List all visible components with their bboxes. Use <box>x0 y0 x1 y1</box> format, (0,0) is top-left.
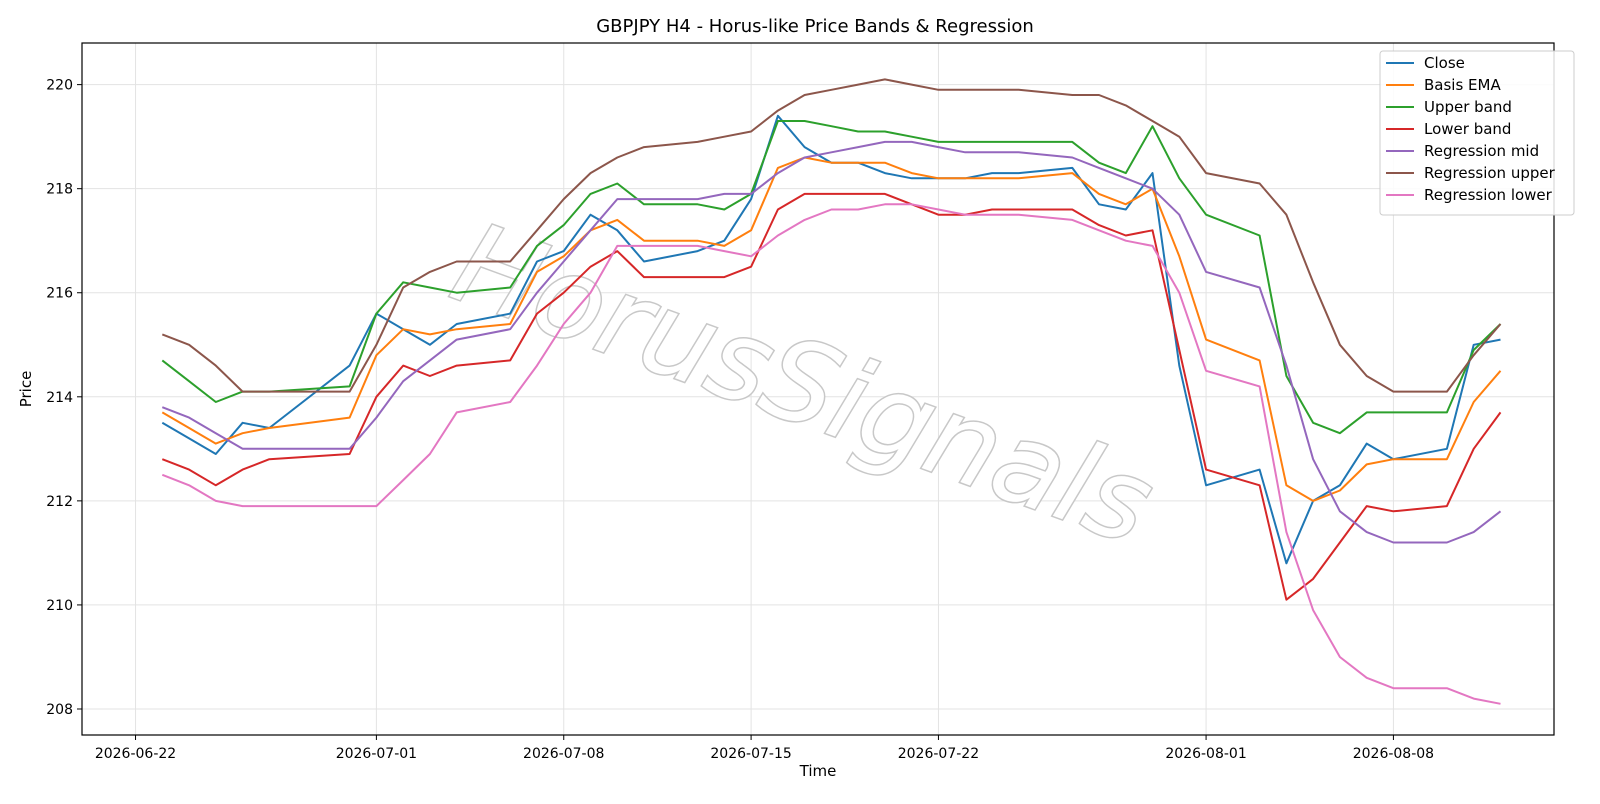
x-axis-label: Time <box>799 762 837 780</box>
legend-label: Upper band <box>1424 98 1512 116</box>
watermark-text: HorusSignals <box>438 198 1169 570</box>
series-line-basis-ema <box>161 156 1502 502</box>
legend-label: Basis EMA <box>1424 76 1501 94</box>
legend-label: Regression lower <box>1424 186 1553 204</box>
legend-box <box>1379 50 1575 216</box>
y-tick-label: 210 <box>46 598 73 614</box>
y-tick-label: 214 <box>46 390 73 406</box>
chart-title: GBPJPY H4 - Horus-like Price Bands & Reg… <box>596 16 1034 37</box>
y-tick-label: 216 <box>46 286 73 302</box>
y-tick-label: 212 <box>46 494 73 510</box>
x-tick-label: 2026-06-22 <box>95 746 176 762</box>
y-tick-label: 218 <box>46 182 73 198</box>
legend-label: Regression mid <box>1424 142 1539 160</box>
legend-label: Regression upper <box>1424 164 1556 182</box>
x-tick-label: 2026-08-08 <box>1353 746 1434 762</box>
plot-frame <box>81 42 1555 736</box>
y-tick-label: 208 <box>46 702 73 718</box>
x-tick-label: 2026-07-22 <box>898 746 979 762</box>
x-tick-label: 2026-07-01 <box>336 746 417 762</box>
legend: Close Basis EMA Upper band Lower band Regres… <box>1379 50 1575 216</box>
x-tick-label: 2026-08-01 <box>1165 746 1246 762</box>
x-tick-label: 2026-07-15 <box>710 746 791 762</box>
y-tick-label: 220 <box>46 78 73 94</box>
legend-label: Lower band <box>1424 120 1511 138</box>
series-line-regression-upper <box>161 78 1502 393</box>
series-line-regression-mid <box>161 140 1502 544</box>
series-line-regression-lower <box>161 203 1501 705</box>
series-lines <box>161 78 1502 705</box>
axes: 208 210 212 214 216 218 220 2026-06-22 2026-07-0… <box>46 78 1434 762</box>
legend-label: Close <box>1424 54 1465 72</box>
grid <box>82 43 1554 735</box>
series-line-lower-band <box>161 192 1502 601</box>
x-tick-label: 2026-07-08 <box>523 746 604 762</box>
y-axis-label: Price <box>17 371 35 408</box>
